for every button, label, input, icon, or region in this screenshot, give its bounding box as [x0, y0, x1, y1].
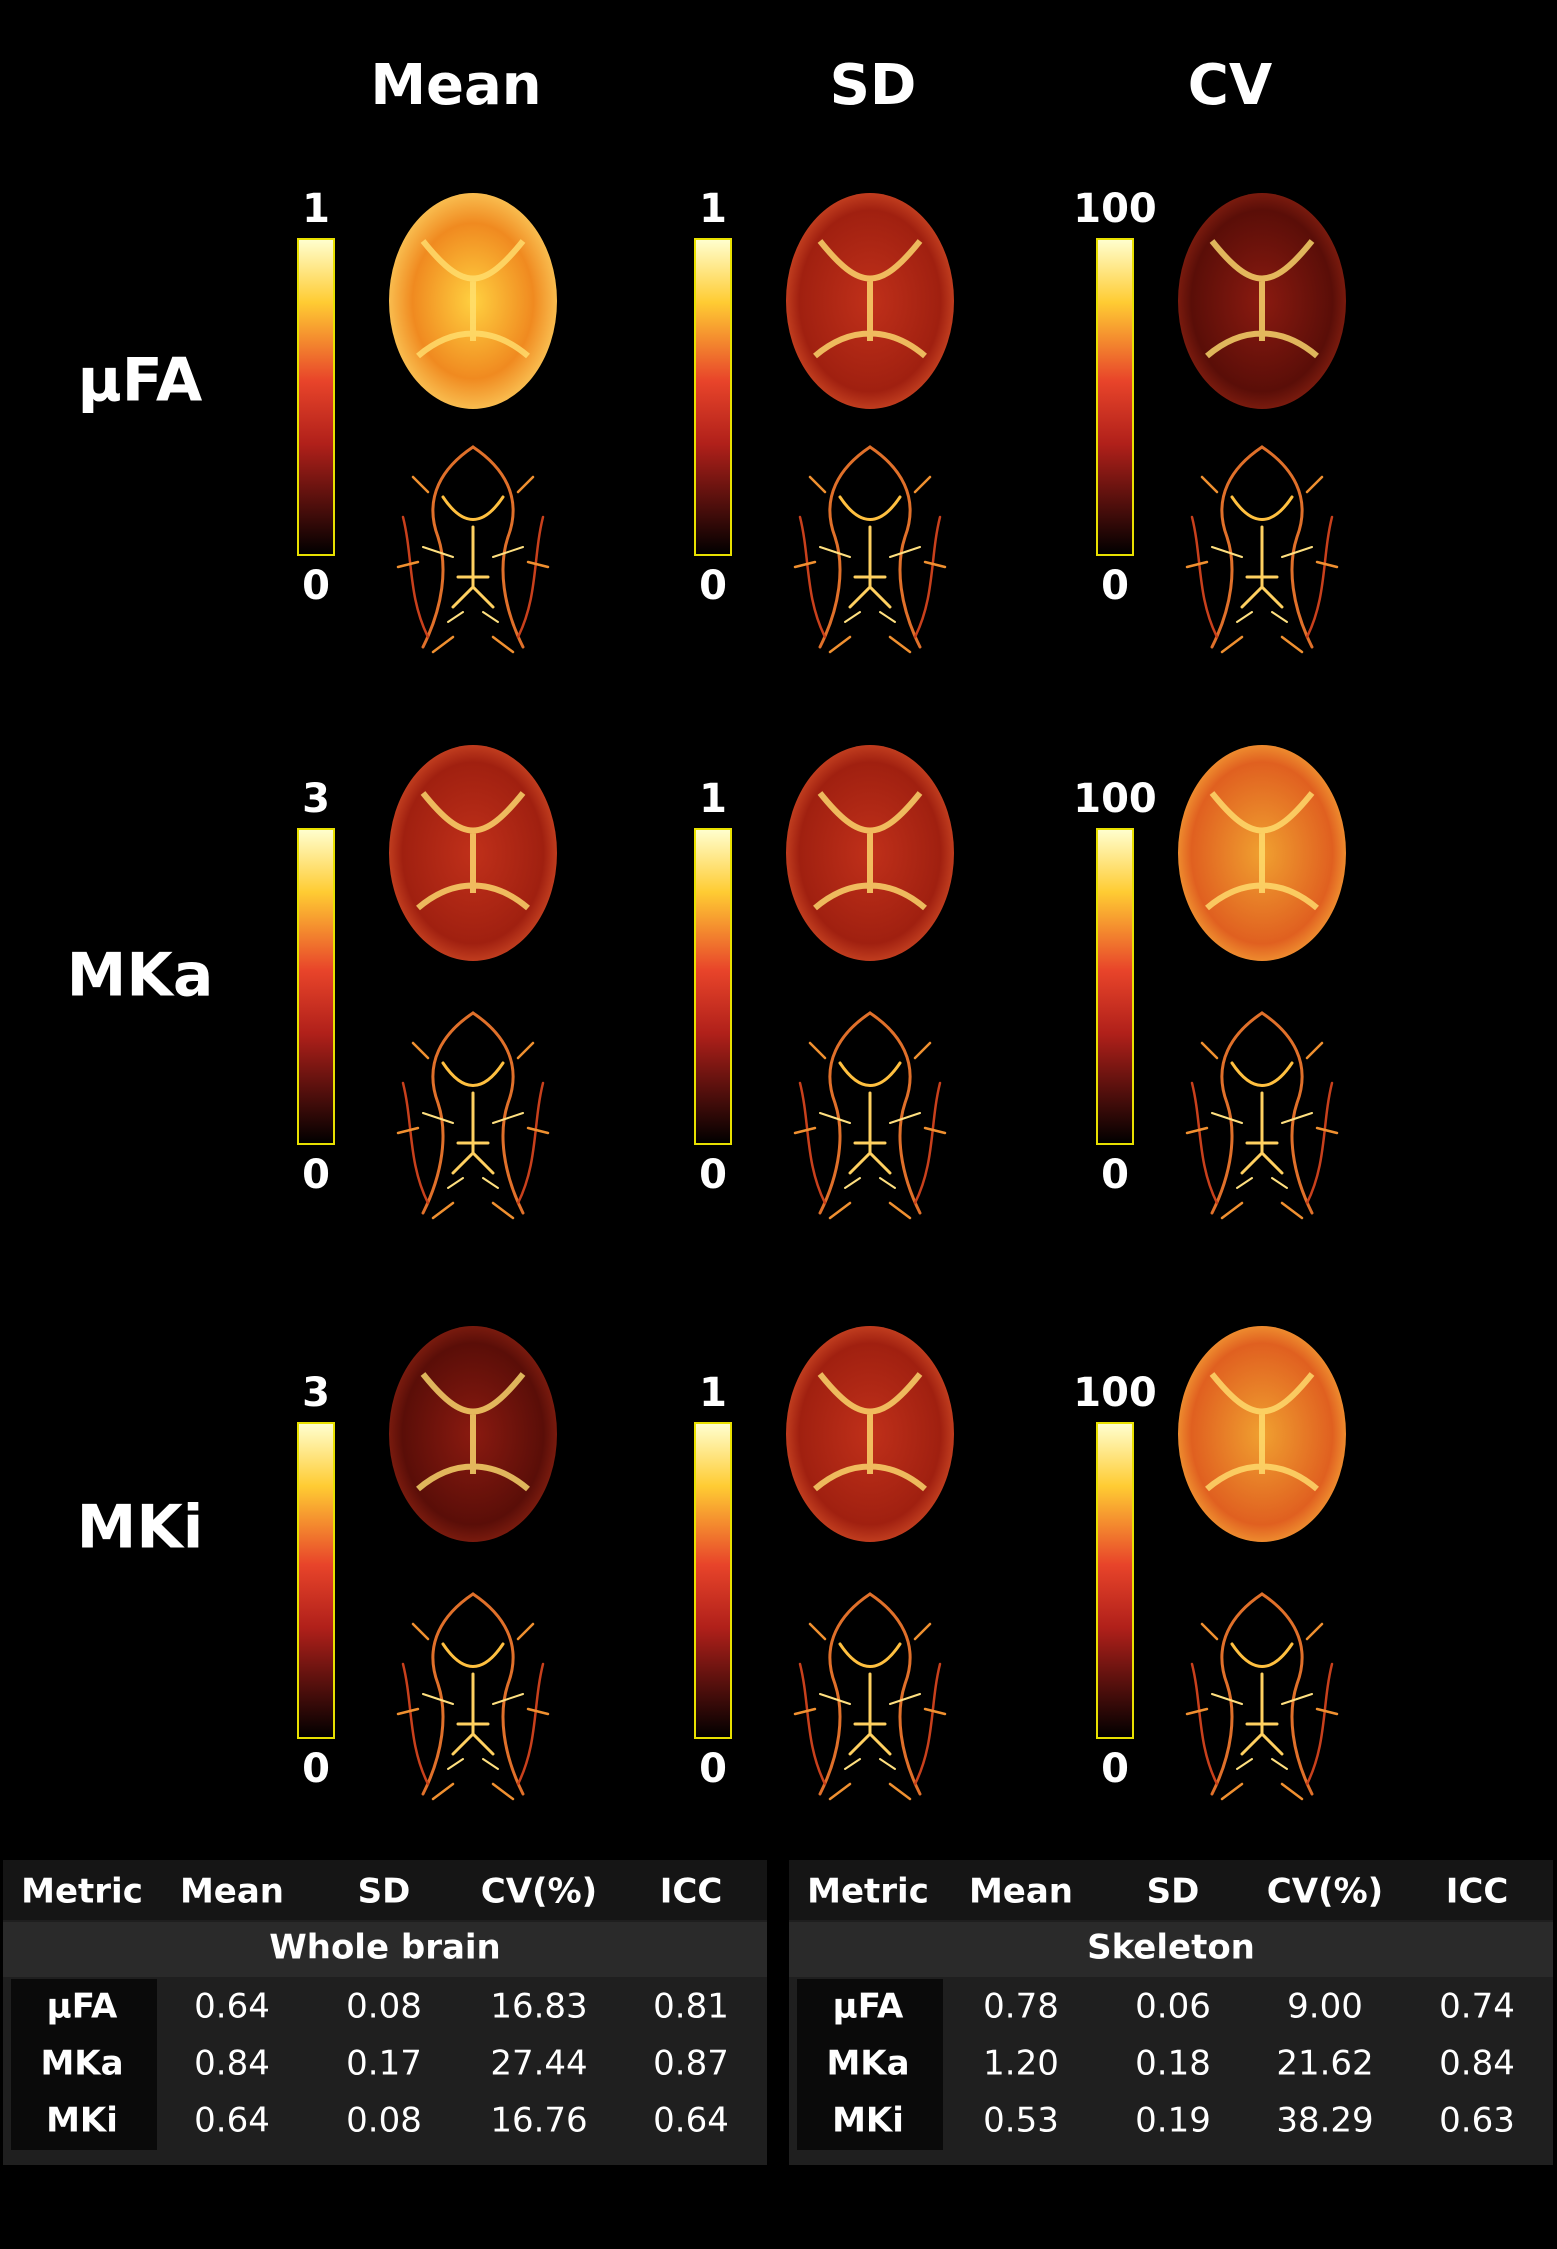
group-row — [789, 1922, 1553, 1977]
table-cell: 16.83 — [490, 1987, 587, 2027]
colorbar-max: 3 — [302, 776, 330, 822]
table-cell: 21.62 — [1276, 2044, 1373, 2084]
table: Metric Mean SD CV(%) ICC Whole brain μFA 0.64 0.… — [3, 1860, 767, 2165]
table-cell: 0.87 — [653, 2044, 729, 2084]
colorbar — [694, 238, 732, 556]
column-header: Mean — [370, 53, 541, 118]
colorbar — [1096, 238, 1134, 556]
column-header: CV — [1188, 53, 1273, 118]
table-header: CV(%) — [481, 1872, 597, 1912]
table-metric: MKa — [40, 2044, 123, 2084]
table-cell: 9.00 — [1287, 1987, 1363, 2027]
brain-structure — [813, 791, 927, 911]
table-group: Whole brain — [269, 1928, 501, 1968]
table-header: Metric — [21, 1872, 143, 1912]
colorbar-max: 100 — [1073, 1370, 1157, 1416]
table-header: CV(%) — [1267, 1872, 1383, 1912]
table-cell: 0.53 — [983, 2101, 1059, 2141]
table-metric: MKi — [46, 2101, 118, 2141]
table-cell: 0.08 — [346, 1987, 422, 2027]
colorbar — [1096, 1422, 1134, 1739]
table-cell: 1.20 — [983, 2044, 1059, 2084]
table-cell: 0.17 — [346, 2044, 422, 2084]
colorbar-min: 0 — [699, 1746, 727, 1792]
colorbar — [297, 828, 335, 1145]
colorbar-max: 3 — [302, 1370, 330, 1416]
colorbar — [297, 238, 335, 556]
colorbar-max: 100 — [1073, 186, 1157, 232]
colorbar — [694, 1422, 732, 1739]
table-header: ICC — [660, 1872, 723, 1912]
table-cell: 27.44 — [490, 2044, 587, 2084]
row-label: MKa — [67, 941, 214, 1011]
colorbar — [694, 828, 732, 1145]
colorbar-max: 1 — [699, 186, 727, 232]
brain-structure — [1205, 1372, 1319, 1492]
colorbar-max: 1 — [699, 776, 727, 822]
colorbar-min: 0 — [302, 1746, 330, 1792]
table-cell: 0.64 — [194, 2101, 270, 2141]
brain-structure — [416, 1372, 530, 1492]
table-cell: 38.29 — [1276, 2101, 1373, 2141]
colorbar-min: 0 — [1101, 1152, 1129, 1198]
table-cell: 0.08 — [346, 2101, 422, 2141]
table-cell: 0.78 — [983, 1987, 1059, 2027]
table-metric: MKi — [832, 2101, 904, 2141]
table-metric: MKa — [826, 2044, 909, 2084]
table-header: Mean — [180, 1872, 284, 1912]
colorbar-min: 0 — [1101, 1746, 1129, 1792]
table-metric: μFA — [833, 1987, 904, 2027]
table-cell: 0.63 — [1439, 2101, 1515, 2141]
table-header: SD — [358, 1872, 411, 1912]
table: Metric Mean SD CV(%) ICC Skeleton μFA 0.78 0.06 9… — [789, 1860, 1553, 2165]
brain-structure — [813, 1372, 927, 1492]
brain-structure — [416, 239, 530, 359]
colorbar-min: 0 — [302, 563, 330, 609]
table-cell: 16.76 — [490, 2101, 587, 2141]
table-header: Mean — [969, 1872, 1073, 1912]
metric-column — [797, 1979, 943, 2150]
metric-column — [11, 1979, 157, 2150]
table-group: Skeleton — [1087, 1928, 1255, 1968]
table-cell: 0.84 — [1439, 2044, 1515, 2084]
brain-structure — [416, 791, 530, 911]
table-header: ICC — [1446, 1872, 1509, 1912]
table-header: Metric — [807, 1872, 929, 1912]
table-cell: 0.64 — [653, 2101, 729, 2141]
colorbar-min: 0 — [1101, 563, 1129, 609]
colorbar-max: 1 — [699, 1370, 727, 1416]
table-cell: 0.81 — [653, 1987, 729, 2027]
colorbar — [1096, 828, 1134, 1145]
table-cell: 0.74 — [1439, 1987, 1515, 2027]
row-label: MKi — [77, 1493, 204, 1563]
table-cell: 0.18 — [1135, 2044, 1211, 2084]
table-cell: 0.84 — [194, 2044, 270, 2084]
colorbar-min: 0 — [699, 1152, 727, 1198]
table-header: SD — [1147, 1872, 1200, 1912]
colorbar-min: 0 — [302, 1152, 330, 1198]
table-metric: μFA — [47, 1987, 118, 2027]
column-header: SD — [830, 53, 917, 118]
colorbar — [297, 1422, 335, 1739]
table-cell: 0.64 — [194, 1987, 270, 2027]
colorbar-max: 100 — [1073, 776, 1157, 822]
brain-structure — [1205, 791, 1319, 911]
row-label: μFA — [78, 346, 203, 416]
header-row — [3, 1860, 767, 1920]
colorbar-max: 1 — [302, 186, 330, 232]
brain-structure — [1205, 239, 1319, 359]
table-cell: 0.19 — [1135, 2101, 1211, 2141]
table-cell: 0.06 — [1135, 1987, 1211, 2027]
colorbar-min: 0 — [699, 563, 727, 609]
header-row — [789, 1860, 1553, 1920]
group-row — [3, 1922, 767, 1977]
brain-structure — [813, 239, 927, 359]
